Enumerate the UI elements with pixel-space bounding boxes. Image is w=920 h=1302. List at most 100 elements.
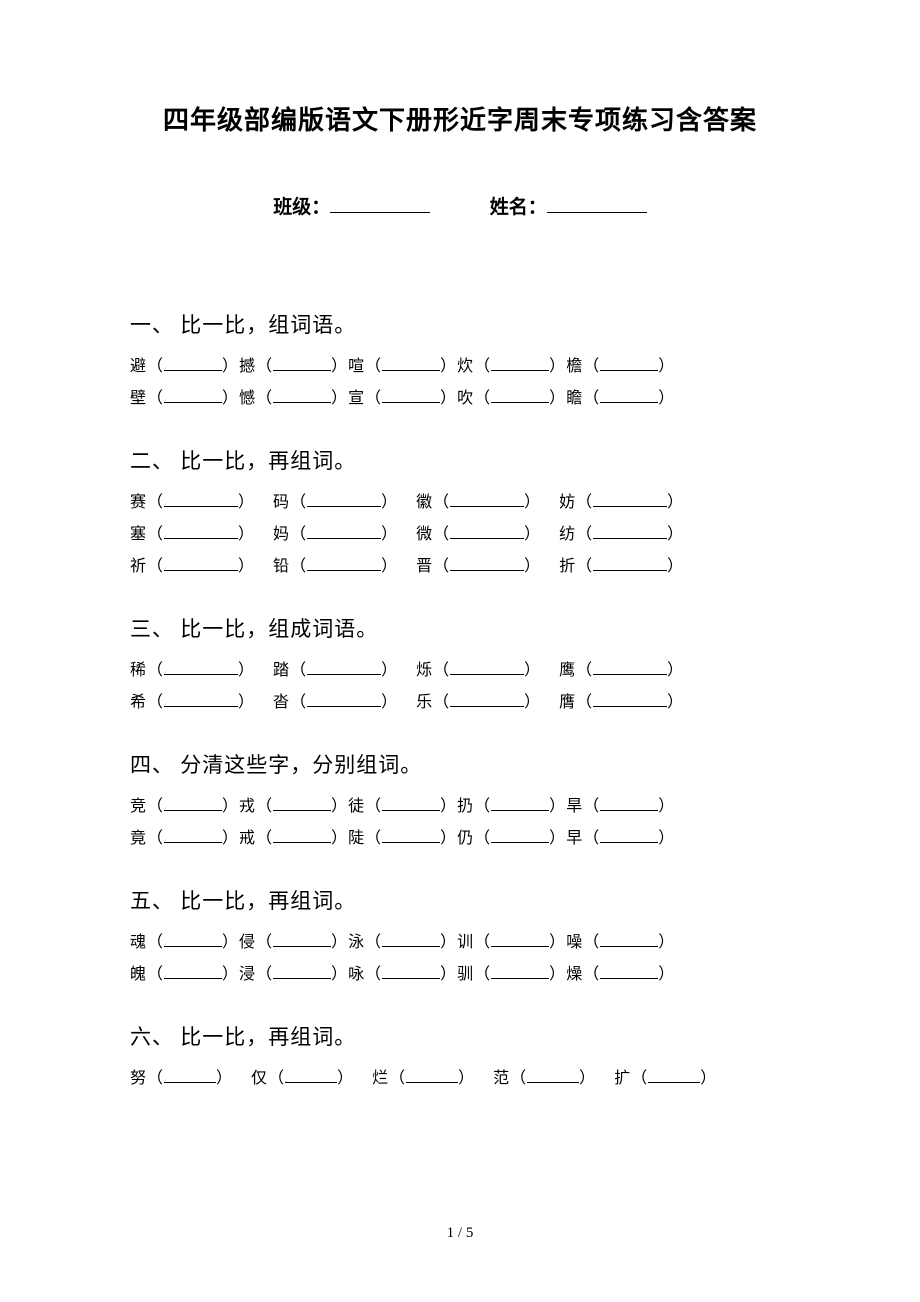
paren-open: （ [433,694,450,711]
paren-open: （ [147,526,164,543]
paren-close: ） [658,830,675,847]
paren-close: ） [549,934,566,951]
paren-close: ） [667,694,684,711]
exercise-char: 纺 [559,526,576,543]
section-heading: 二、 比一比，再组词。 [130,445,790,475]
answer-blank [164,797,222,811]
answer-blank [164,525,238,539]
paren-open: （ [147,494,164,511]
exercise-char: 侵 [239,934,256,951]
exercise-char: 避 [130,358,147,375]
exercise-line: 赛（）码（）徽（）妨（） [130,487,790,519]
exercise-char: 壁 [130,390,147,407]
paren-close: ） [238,694,255,711]
paren-close: ） [222,390,239,407]
section-heading: 一、 比一比，组词语。 [130,309,790,339]
paren-open: （ [147,1070,164,1087]
paren-close: ） [549,798,566,815]
name-blank [547,195,647,213]
section: 四、 分清这些字，分别组词。竞（）戎（）徒（）扔（）旱（）竟（）戒（）陡（）仍（… [130,749,790,855]
section: 六、 比一比，再组词。努（）仅（）烂（）范（）扩（） [130,1021,790,1095]
paren-open: （ [256,934,273,951]
paren-open: （ [474,830,491,847]
exercise-char: 驯 [457,966,474,983]
exercise-char: 早 [566,830,583,847]
paren-open: （ [147,934,164,951]
paren-close: ） [381,526,398,543]
answer-blank [450,693,524,707]
paren-open: （ [583,830,600,847]
paren-close: ） [222,358,239,375]
answer-blank [273,389,331,403]
paren-close: ） [458,1070,475,1087]
paren-open: （ [474,934,491,951]
answer-blank [273,797,331,811]
paren-close: ） [440,358,457,375]
section: 五、 比一比，再组词。魂（）侵（）泳（）训（）噪（）魄（）浸（）咏（）驯（）燥（… [130,885,790,991]
answer-blank [600,389,658,403]
answer-blank [307,661,381,675]
exercise-char: 晋 [416,558,433,575]
paren-open: （ [268,1070,285,1087]
exercise-char: 努 [130,1070,147,1087]
paren-open: （ [433,662,450,679]
exercise-char: 铅 [273,558,290,575]
paren-close: ） [667,494,684,511]
paren-open: （ [290,694,307,711]
exercise-char: 徒 [348,798,365,815]
exercise-char: 乐 [416,694,433,711]
answer-blank [382,357,440,371]
paren-close: ） [381,558,398,575]
answer-blank [593,493,667,507]
answer-blank [273,933,331,947]
answer-blank [285,1069,337,1083]
exercise-char: 戎 [239,798,256,815]
paren-open: （ [365,798,382,815]
paren-open: （ [433,526,450,543]
paren-open: （ [583,390,600,407]
paren-open: （ [147,662,164,679]
paren-close: ） [440,390,457,407]
exercise-char: 噪 [566,934,583,951]
exercise-line: 塞（）妈（）微（）纺（） [130,519,790,551]
exercise-char: 竞 [130,798,147,815]
answer-blank [307,693,381,707]
paren-close: ） [331,934,348,951]
exercise-line: 避（）撼（）喧（）炊（）檐（） [130,351,790,383]
paren-open: （ [147,830,164,847]
paren-close: ） [331,830,348,847]
paren-open: （ [256,390,273,407]
answer-blank [164,357,222,371]
exercise-char: 憾 [239,390,256,407]
paren-open: （ [365,830,382,847]
answer-blank [164,693,238,707]
paren-open: （ [583,934,600,951]
exercise-char: 赛 [130,494,147,511]
paren-close: ） [238,558,255,575]
name-label: 姓名： [490,197,547,218]
paren-open: （ [631,1070,648,1087]
paren-open: （ [576,558,593,575]
paren-open: （ [256,830,273,847]
exercise-char: 扩 [614,1070,631,1087]
paren-close: ） [440,798,457,815]
paren-close: ） [658,966,675,983]
exercise-char: 旱 [566,798,583,815]
exercise-char: 踏 [273,662,290,679]
paren-open: （ [474,390,491,407]
doc-title: 四年级部编版语文下册形近字周末专项练习含答案 [130,100,790,137]
exercise-char: 码 [273,494,290,511]
exercise-char: 希 [130,694,147,711]
paren-close: ） [658,390,675,407]
answer-blank [491,357,549,371]
paren-open: （ [583,358,600,375]
paren-open: （ [389,1070,406,1087]
exercise-char: 戒 [239,830,256,847]
paren-open: （ [576,694,593,711]
answer-blank [600,933,658,947]
answer-blank [450,661,524,675]
answer-blank [382,829,440,843]
exercise-char: 宣 [348,390,365,407]
paren-close: ） [524,526,541,543]
paren-open: （ [290,662,307,679]
